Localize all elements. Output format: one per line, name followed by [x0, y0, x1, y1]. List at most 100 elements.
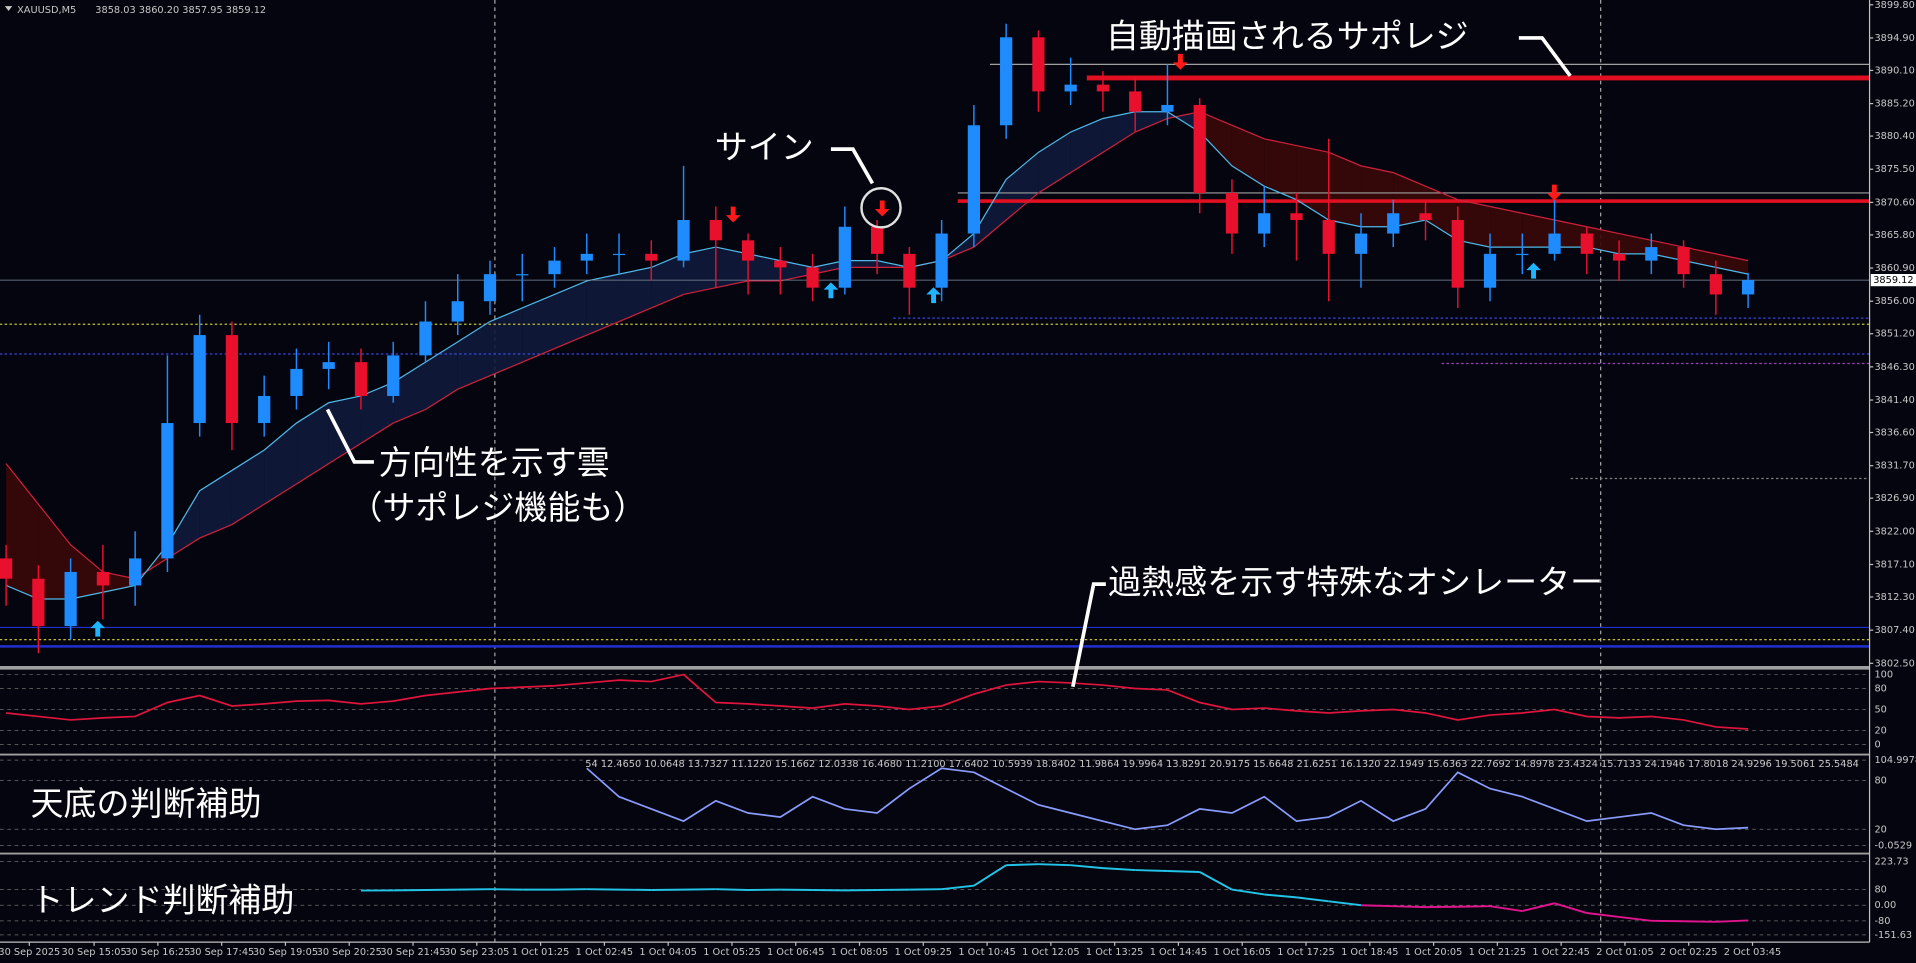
cloud — [1490, 206, 1523, 248]
annotation: 天底の判断補助 — [31, 784, 262, 823]
indicator-segment — [1360, 904, 1394, 908]
y-tick-label: 0.00 — [1874, 900, 1896, 911]
x-tick-label: 30 Sep 19:05 — [253, 947, 318, 958]
cloud — [264, 423, 297, 505]
y-tick-label: 3841.40 — [1874, 395, 1914, 406]
indicator-line — [586, 767, 1749, 831]
indicator-segment — [941, 884, 974, 891]
candle-body — [870, 226, 884, 254]
x-tick-label: 1 Oct 10:45 — [958, 947, 1015, 958]
candle-body — [903, 253, 916, 288]
candle-body — [741, 240, 755, 261]
candle-body — [1516, 253, 1529, 256]
indicator-segment — [1167, 870, 1200, 873]
candle-body — [451, 301, 464, 322]
candle-body — [645, 253, 658, 261]
annotation: 自動描画されるサポレジ — [1106, 16, 1469, 55]
x-tick-label: 30 Sep 15:05 — [61, 947, 126, 958]
cloud — [199, 470, 232, 539]
y-tick-label: 3899.80 — [1874, 0, 1914, 11]
cloud — [586, 274, 620, 336]
cloud — [1199, 111, 1232, 166]
candle-body — [1322, 220, 1335, 254]
candle-body — [709, 220, 722, 241]
candle-body — [1645, 247, 1658, 261]
cloud — [1619, 233, 1652, 254]
cloud — [231, 450, 265, 525]
sell-arrow — [874, 200, 890, 217]
candle-body — [1612, 253, 1626, 261]
candle-body — [322, 362, 335, 369]
candle-body — [1064, 84, 1077, 92]
y-tick-label: 80 — [1874, 684, 1886, 695]
x-tick-label: 1 Oct 18:45 — [1341, 947, 1398, 958]
candle-body — [1483, 253, 1497, 288]
candle-body — [1096, 84, 1110, 92]
y-tick-label: 20 — [1874, 725, 1886, 736]
y-tick-label: 3846.30 — [1874, 362, 1914, 373]
candle-body — [161, 423, 174, 559]
cloud — [522, 294, 555, 363]
indicator-segment — [1070, 864, 1104, 870]
menu-icon[interactable] — [4, 6, 13, 12]
indicator-segment — [1296, 896, 1329, 903]
y-tick-label: -0.0529 — [1874, 841, 1912, 852]
annotation: （サポレジ機能も） — [349, 488, 646, 527]
x-tick-label: 2 Oct 01:05 — [1596, 947, 1653, 958]
candle-body — [1290, 213, 1303, 221]
indicator-segment — [1393, 905, 1426, 909]
indicator-segment — [1264, 893, 1297, 899]
candle-body — [0, 558, 13, 579]
cloud — [1522, 213, 1555, 248]
indicator-segment — [1554, 902, 1588, 914]
y-tick-label: 0 — [1874, 739, 1880, 750]
candle-body — [548, 260, 561, 275]
cloud — [651, 253, 684, 308]
candle-body — [1354, 233, 1368, 254]
candle-body — [774, 260, 787, 268]
callout-line — [325, 408, 374, 464]
indicator-segment — [973, 864, 1007, 887]
callout-line — [830, 147, 875, 185]
annotation: 過熱感を示す特殊なオシレーター — [1108, 563, 1603, 602]
candle-body — [96, 571, 109, 586]
current-price-box — [1870, 274, 1916, 287]
ohlc-readout: 3858.03 3860.20 3857.95 3859.12 — [95, 5, 266, 16]
buy-arrow — [1526, 262, 1541, 279]
y-tick-label: 3802.50 — [1874, 658, 1914, 669]
x-tick-label: 1 Oct 08:05 — [831, 947, 888, 958]
indicator-segment — [1457, 905, 1491, 908]
candle-body — [1580, 233, 1593, 254]
cloud — [489, 307, 523, 376]
x-tick-label: 1 Oct 06:45 — [767, 947, 824, 958]
buy-arrow — [823, 282, 839, 299]
candle-body — [1161, 104, 1174, 112]
x-tick-label: 1 Oct 21:25 — [1469, 947, 1526, 958]
cloud — [1102, 111, 1136, 153]
y-tick-label: 3817.10 — [1874, 559, 1914, 570]
y-tick-label: 3826.90 — [1874, 493, 1914, 504]
candle-body — [1387, 213, 1400, 234]
indicator-segment — [1618, 915, 1652, 922]
cloud — [296, 402, 329, 484]
cloud — [167, 490, 200, 559]
x-tick-label: 1 Oct 20:05 — [1405, 947, 1462, 958]
y-tick-label: 80 — [1874, 885, 1886, 896]
cloud — [844, 260, 878, 268]
x-tick-label: 1 Oct 14:45 — [1150, 947, 1207, 958]
candle-body — [1709, 274, 1722, 295]
cloud — [1360, 165, 1394, 227]
candle-body — [1225, 192, 1239, 234]
indicator-line — [6, 673, 1749, 730]
symbol: XAUUSD,M5 — [17, 5, 76, 16]
candle-body — [806, 267, 819, 288]
candle-body — [419, 321, 432, 356]
y-tick-label: 3851.20 — [1874, 329, 1914, 340]
indicator-segment — [1683, 920, 1716, 923]
cloud — [1264, 138, 1297, 200]
buy-arrow — [90, 620, 106, 637]
candle-body — [516, 274, 529, 276]
y-tick-label: 3875.50 — [1874, 164, 1914, 175]
